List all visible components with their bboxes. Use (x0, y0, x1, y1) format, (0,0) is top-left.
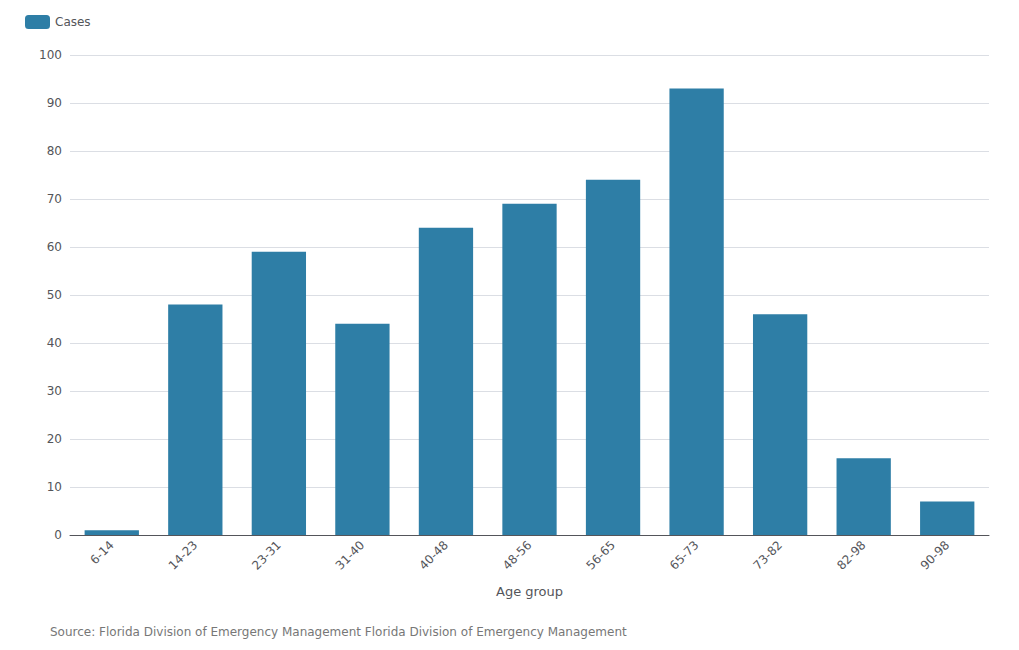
svg-text:20: 20 (47, 432, 62, 446)
svg-text:Age group: Age group (496, 584, 563, 599)
svg-text:60: 60 (47, 240, 62, 254)
svg-text:65-73: 65-73 (667, 538, 702, 573)
svg-text:14-23: 14-23 (166, 538, 201, 573)
svg-text:73-82: 73-82 (751, 538, 786, 573)
svg-text:90: 90 (47, 96, 62, 110)
svg-text:48-56: 48-56 (500, 538, 535, 573)
svg-text:70: 70 (47, 192, 62, 206)
svg-text:31-40: 31-40 (333, 538, 368, 573)
svg-text:80: 80 (47, 144, 62, 158)
svg-text:6-14: 6-14 (88, 538, 117, 567)
svg-text:40: 40 (47, 336, 62, 350)
svg-text:90-98: 90-98 (918, 538, 953, 573)
svg-text:10: 10 (47, 480, 62, 494)
svg-text:50: 50 (47, 288, 62, 302)
svg-text:40-48: 40-48 (416, 538, 451, 573)
svg-text:0: 0 (54, 528, 62, 542)
svg-text:82-98: 82-98 (834, 538, 869, 573)
svg-text:100: 100 (39, 48, 62, 62)
svg-text:56-65: 56-65 (583, 538, 618, 573)
svg-text:23-31: 23-31 (249, 538, 284, 573)
svg-text:30: 30 (47, 384, 62, 398)
svg-text:Cases: Cases (55, 15, 91, 29)
svg-text:Source: Florida Division of Em: Source: Florida Division of Emergency Ma… (50, 625, 627, 639)
